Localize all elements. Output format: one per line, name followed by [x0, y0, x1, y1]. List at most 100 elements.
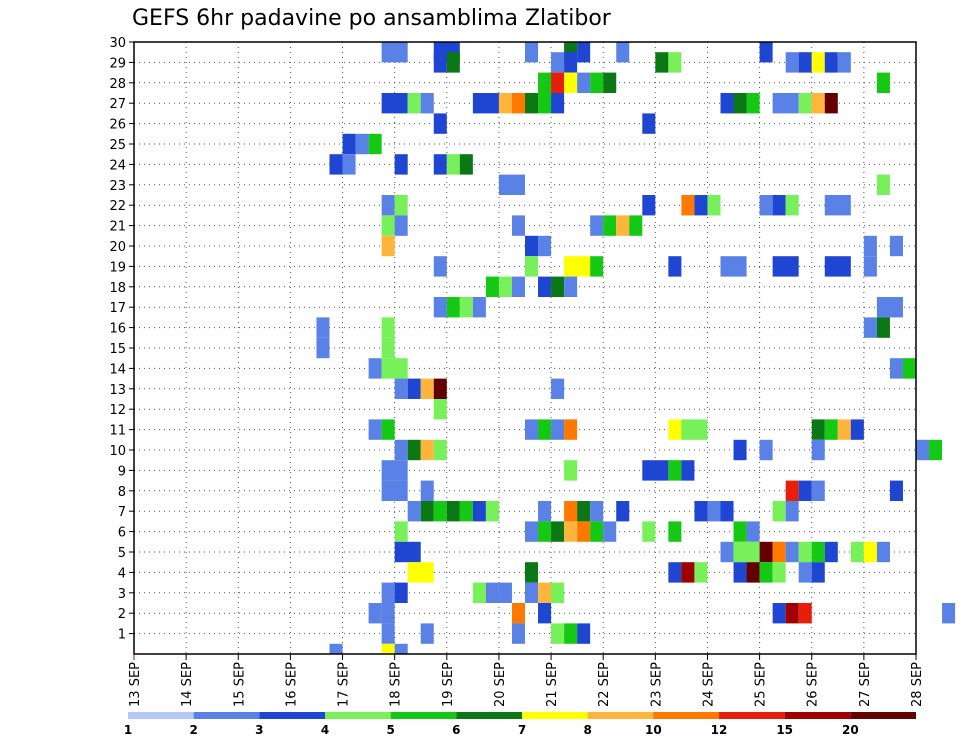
heatmap-cell: [616, 215, 630, 236]
heatmap-cell: [525, 582, 539, 603]
y-tick-label: 9: [118, 464, 126, 479]
y-tick-label: 17: [109, 301, 126, 316]
heatmap-cell: [824, 419, 838, 440]
heatmap-cell: [811, 562, 825, 583]
heatmap-cell: [368, 133, 382, 155]
heatmap-cell: [407, 93, 421, 114]
heatmap-cell: [511, 93, 525, 114]
x-tick-label: 15 SEP: [232, 662, 247, 707]
heatmap-cell: [525, 235, 539, 257]
chart-title: GEFS 6hr padavine po ansamblima Zlatibor: [132, 6, 611, 31]
heatmap-cell: [381, 93, 408, 114]
heatmap-cell: [498, 93, 512, 114]
heatmap-cell: [381, 582, 395, 603]
heatmap-cell: [590, 256, 604, 277]
heatmap-cell: [525, 521, 539, 542]
heatmap-cell: [498, 174, 525, 195]
heatmap-cell: [863, 541, 877, 563]
y-tick-label: 14: [109, 362, 126, 377]
heatmap-cell: [720, 93, 734, 114]
heatmap-cell: [538, 235, 552, 257]
heatmap-cell: [564, 276, 578, 297]
heatmap-cell: [368, 358, 382, 379]
heatmap-cell: [772, 256, 799, 277]
y-tick-label: 5: [118, 546, 126, 561]
heatmap-cell: [538, 582, 552, 603]
y-tick-label: 26: [109, 118, 126, 133]
heatmap-cell: [381, 460, 408, 481]
heatmap-cell: [394, 521, 408, 542]
heatmap-cell: [785, 52, 799, 73]
x-tick-label: 24 SEP: [701, 662, 716, 707]
heatmap-cell: [381, 195, 395, 216]
x-tick-label: 25 SEP: [754, 662, 769, 707]
heatmap-cell: [433, 439, 447, 461]
heatmap-cell: [668, 521, 682, 542]
heatmap-cell: [642, 460, 669, 481]
heatmap-cell: [342, 133, 356, 155]
heatmap-cell: [394, 154, 408, 175]
heatmap-cell: [551, 623, 565, 644]
heatmap-cell: [381, 623, 395, 644]
heatmap-cell: [720, 501, 734, 522]
heatmap-cell: [590, 215, 604, 236]
legend-swatch: [587, 712, 654, 719]
heatmap-cell: [655, 52, 669, 73]
legend-swatch: [259, 712, 325, 719]
y-tick-label: 18: [109, 281, 126, 296]
y-tick-label: 21: [109, 220, 126, 235]
heatmap-cell: [811, 541, 825, 563]
legend-label: 10: [645, 723, 662, 737]
heatmap-cell: [420, 501, 434, 522]
heatmap-cell: [525, 93, 539, 114]
heatmap-cell: [616, 42, 630, 63]
heatmap-cell: [811, 52, 825, 73]
heatmap-cell: [538, 501, 552, 522]
heatmap-cell: [381, 358, 408, 379]
y-tick-label: 23: [109, 179, 126, 194]
y-tick-label: 27: [109, 97, 126, 112]
heatmap-cell: [420, 439, 434, 461]
heatmap-cell: [772, 93, 799, 114]
heatmap-cell: [590, 501, 604, 522]
heatmap-cell: [394, 582, 408, 603]
heatmap-cell: [564, 521, 578, 542]
legend-swatch: [784, 712, 851, 719]
legend-label: 3: [255, 723, 263, 737]
heatmap-cell: [629, 215, 643, 236]
heatmap-cell: [433, 52, 447, 73]
heatmap-cell: [381, 603, 395, 624]
heatmap-cell: [564, 501, 578, 522]
heatmap-cell: [733, 562, 747, 583]
heatmap-cell: [850, 419, 864, 440]
heatmap-cell: [420, 378, 434, 399]
heatmap-cell: [694, 562, 708, 583]
x-tick-label: 28 SEP: [910, 662, 925, 707]
heatmap-cell: [538, 93, 552, 114]
heatmap-cell: [603, 72, 617, 93]
legend-swatch: [128, 712, 194, 719]
y-tick-label: 6: [118, 526, 126, 541]
heatmap-cell: [551, 72, 565, 93]
heatmap-cell: [889, 235, 903, 257]
legend-swatch: [193, 712, 260, 719]
heatmap-cell: [316, 317, 330, 338]
heatmap-cell: [707, 195, 721, 216]
heatmap-cell: [681, 195, 695, 216]
legend-swatch: [653, 712, 719, 719]
heatmap-cell: [433, 378, 447, 399]
legend-swatch: [719, 712, 785, 719]
heatmap-cell: [394, 439, 408, 461]
heatmap-cell: [824, 93, 838, 114]
heatmap-cell: [876, 317, 890, 338]
heatmap-cell: [707, 501, 721, 522]
heatmap-cell: [446, 52, 460, 73]
heatmap-cell: [759, 439, 773, 461]
y-tick-label: 11: [109, 424, 126, 439]
heatmap-cell: [876, 72, 890, 93]
heatmap-cell: [720, 541, 734, 563]
y-tick-label: 15: [109, 342, 126, 357]
heatmap-cell: [863, 317, 877, 338]
